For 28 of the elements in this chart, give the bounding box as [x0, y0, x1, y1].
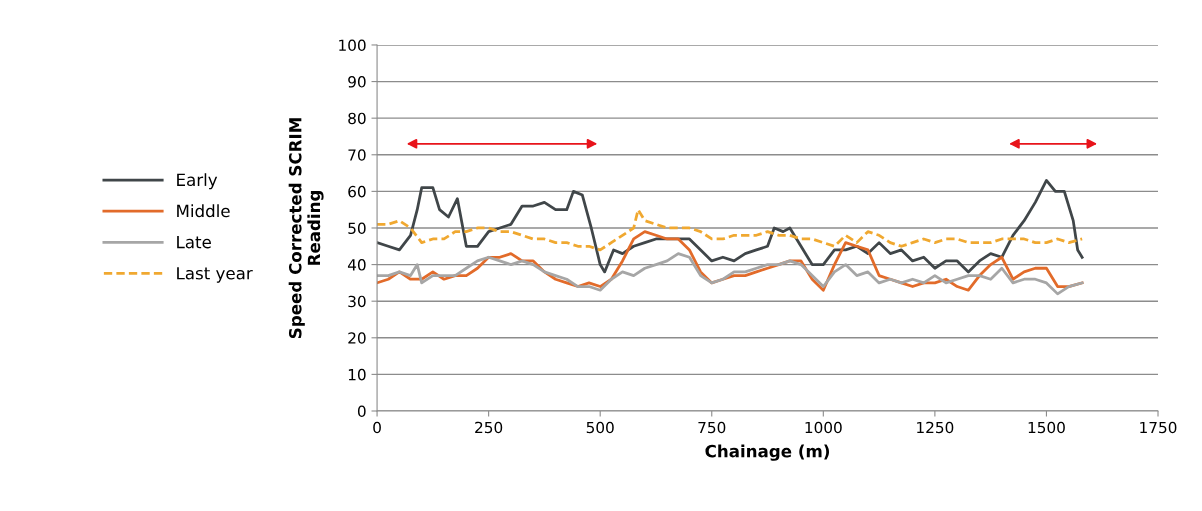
- y-tick-label: 90: [348, 76, 366, 88]
- y-axis-title: Speed Corrected SCRIM Reading: [288, 118, 324, 338]
- x-tick-label: 1500: [1028, 421, 1065, 434]
- x-tick-label: 0: [373, 421, 381, 434]
- y-tick-label: 0: [357, 405, 366, 418]
- x-tick-label: 750: [698, 421, 726, 434]
- x-tick-label: 1250: [917, 421, 954, 434]
- y-tick-label: 80: [348, 112, 366, 125]
- y-tick-label: 50: [348, 222, 366, 234]
- y-tick-label: 40: [347, 259, 366, 271]
- legend-label: Late: [177, 236, 211, 249]
- legend-label: Last year: [177, 267, 253, 283]
- y-tick-label: 30: [348, 295, 366, 308]
- y-tick-label: 100: [339, 39, 366, 51]
- y-tick-label: 70: [348, 149, 366, 161]
- line-series: [377, 252, 1084, 296]
- y-tick-label: 10: [348, 368, 366, 381]
- x-tick-label: 500: [586, 421, 614, 434]
- x-tick-label: 1000: [805, 421, 842, 434]
- legend-label: Middle: [177, 204, 230, 218]
- y-tick-label: 20: [348, 332, 366, 344]
- line-series: [377, 179, 1084, 274]
- x-tick-label: 250: [475, 421, 503, 434]
- y-tick-label: 60: [348, 185, 366, 198]
- line-series: [377, 208, 1084, 252]
- x-axis-title: Chainage (m): [705, 444, 830, 461]
- legend-label: Early: [177, 173, 218, 190]
- x-tick-label: 1750: [1140, 421, 1177, 434]
